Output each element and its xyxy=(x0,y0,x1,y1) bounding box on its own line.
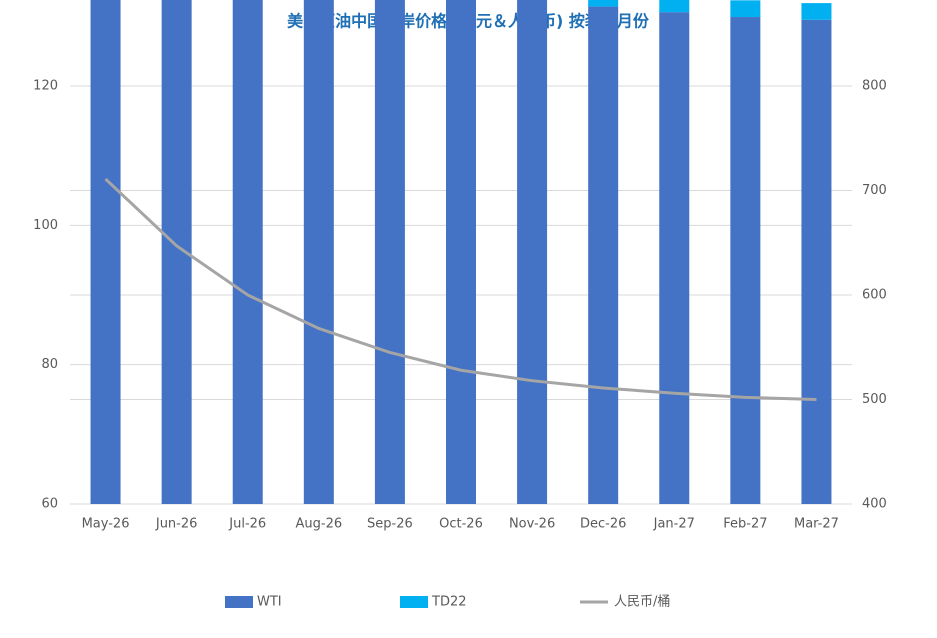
x-tick-label: Sep-26 xyxy=(367,517,413,532)
bar xyxy=(730,17,761,505)
x-tick-label: Jul-26 xyxy=(228,517,266,532)
bar xyxy=(374,0,405,504)
y-tick-label: 120 xyxy=(33,79,58,94)
y-tick-label: 60 xyxy=(41,497,58,512)
x-tick-label: Feb-27 xyxy=(723,517,767,532)
y2-tick-label: 500 xyxy=(862,392,887,407)
bar xyxy=(588,6,619,505)
legend-label: 人民币/桶 xyxy=(614,595,670,610)
y2-tick-label: 700 xyxy=(862,183,887,198)
x-tick-label: Dec-26 xyxy=(580,517,626,532)
bar xyxy=(303,0,334,504)
x-tick-label: Oct-26 xyxy=(439,517,483,532)
bar xyxy=(588,0,619,7)
bar xyxy=(730,0,761,18)
y-tick-label: 80 xyxy=(41,357,58,372)
x-tick-label: Aug-26 xyxy=(296,517,343,532)
bar xyxy=(659,12,690,505)
y2-tick-label: 400 xyxy=(862,497,887,512)
line xyxy=(104,177,817,401)
legend-label: TD22 xyxy=(431,595,467,610)
x-tick-label: Jun-26 xyxy=(155,517,198,532)
bar xyxy=(90,0,121,505)
bar xyxy=(232,0,263,504)
y-tick-label: 100 xyxy=(33,218,58,233)
x-tick-label: Jan-27 xyxy=(653,517,695,532)
x-tick-label: Mar-27 xyxy=(794,517,839,532)
legend-swatch xyxy=(400,596,428,608)
bar xyxy=(801,3,832,20)
legend-label: WTI xyxy=(257,595,282,610)
x-tick-label: May-26 xyxy=(82,517,130,532)
x-tick-label: Nov-26 xyxy=(509,517,555,532)
y2-tick-label: 600 xyxy=(862,288,887,303)
y2-tick-label: 800 xyxy=(862,79,887,94)
bar xyxy=(801,19,832,505)
legend-swatch xyxy=(225,596,253,608)
bar xyxy=(659,0,690,13)
bar xyxy=(446,0,476,505)
bar xyxy=(517,0,548,504)
